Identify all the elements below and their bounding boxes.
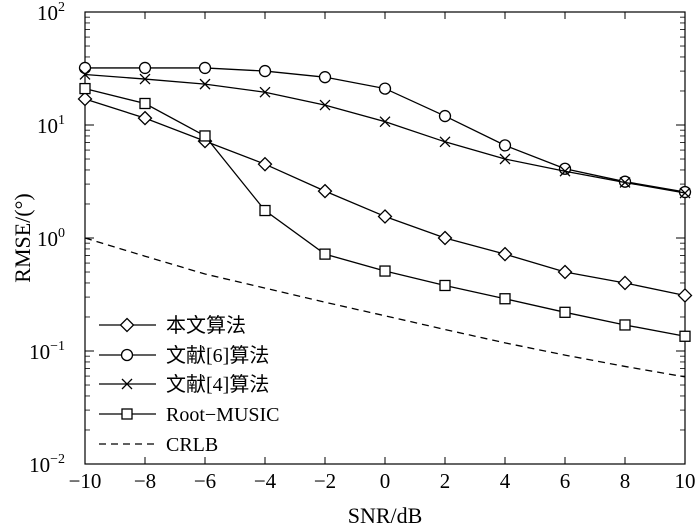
- series: [78, 61, 692, 199]
- diamond-marker: [497, 246, 513, 262]
- circle-marker: [258, 64, 272, 78]
- x-marker: [679, 187, 691, 199]
- square-marker: [139, 97, 151, 110]
- legend-entry: Root−MUSIC: [99, 404, 280, 426]
- square-marker: [79, 82, 91, 95]
- x-marker: [379, 116, 391, 128]
- diamond-marker: [77, 91, 93, 107]
- y-tick-label: 10−1: [29, 339, 65, 364]
- y-tick-label: 100: [37, 226, 65, 251]
- x-marker: [199, 78, 211, 90]
- x-marker: [319, 99, 331, 111]
- legend-entry: CRLB: [99, 434, 218, 456]
- diamond-marker: [557, 264, 573, 280]
- circle-marker: [120, 348, 134, 362]
- diamond-marker: [377, 209, 393, 224]
- circle-marker: [558, 162, 572, 175]
- y-tick-label: 102: [37, 0, 65, 25]
- plot-frame: [84, 11, 686, 465]
- square-marker: [499, 293, 511, 305]
- x-tick-label: 10: [675, 469, 696, 493]
- x-marker-stroke: [259, 86, 271, 98]
- x-marker: [259, 86, 271, 98]
- x-marker-stroke: [619, 177, 631, 188]
- x-marker-stroke: [559, 165, 571, 177]
- diamond-marker: [677, 288, 693, 303]
- circle-marker: [198, 61, 212, 75]
- x-tick-label: 0: [380, 469, 391, 493]
- x-tick-label: −2: [314, 469, 336, 493]
- x-tick-label: −8: [134, 469, 156, 493]
- x-marker-stroke: [79, 69, 91, 80]
- series-layer: [77, 61, 693, 378]
- x-marker-stroke: [499, 153, 511, 165]
- x-marker-stroke: [379, 116, 391, 128]
- series: [77, 91, 693, 303]
- circle-marker: [438, 109, 452, 123]
- x-marker: [559, 165, 571, 177]
- square-marker: [439, 279, 451, 292]
- y-tick-label: 10−2: [29, 452, 65, 477]
- x-marker-stroke: [139, 73, 151, 85]
- circle-marker: [318, 71, 332, 84]
- legend-label: CRLB: [166, 434, 218, 456]
- circle-marker: [378, 82, 392, 95]
- y-tick-label: 101: [37, 113, 65, 138]
- x-marker-stroke: [439, 136, 451, 148]
- x-tick-label: 6: [560, 469, 571, 493]
- square-marker: [619, 319, 631, 331]
- legend-label: 文献[6]算法: [166, 344, 269, 367]
- legend-label: 文献[4]算法: [166, 373, 269, 396]
- x-marker: [439, 136, 451, 148]
- legend-label: 本文算法: [166, 314, 246, 337]
- y-tick-labels: 10−2 10−1 100 101 102: [29, 0, 65, 477]
- legend-entry: 本文算法: [99, 314, 246, 337]
- series: [79, 69, 691, 199]
- x-marker: [121, 378, 133, 390]
- diamond-marker: [257, 156, 273, 172]
- x-marker: [619, 177, 631, 188]
- x-tick-labels: −10 −8 −6 −4 −2 0 2 4 6 8 10: [69, 469, 696, 493]
- x-marker-stroke: [319, 99, 331, 111]
- square-marker: [199, 130, 211, 142]
- x-marker-stroke: [199, 78, 211, 90]
- square-marker: [259, 204, 271, 217]
- x-tick-label: 4: [500, 469, 511, 493]
- diamond-marker: [137, 110, 153, 126]
- diamond-marker: [617, 275, 633, 291]
- circle-marker: [498, 139, 512, 152]
- x-marker-stroke: [121, 378, 133, 390]
- square-marker: [679, 330, 691, 342]
- legend-label: Root−MUSIC: [166, 404, 280, 426]
- x-tick-label: 2: [440, 469, 451, 493]
- x-tick-label: −6: [194, 469, 216, 493]
- x-marker: [139, 73, 151, 85]
- series: [79, 82, 691, 342]
- circle-marker: [138, 61, 152, 75]
- axis-ticks: [84, 11, 686, 465]
- diamond-marker: [317, 183, 333, 199]
- x-marker-stroke: [679, 187, 691, 199]
- square-marker: [121, 408, 133, 420]
- square-marker: [379, 265, 391, 277]
- x-tick-label: 8: [620, 469, 631, 493]
- x-marker: [79, 69, 91, 80]
- square-marker: [319, 248, 331, 260]
- x-tick-label: −4: [254, 469, 277, 493]
- x-axis-label: SNR/dB: [348, 503, 423, 528]
- diamond-marker: [119, 317, 135, 333]
- legend-entry: 文献[4]算法: [99, 373, 269, 396]
- square-marker: [559, 306, 571, 318]
- x-marker: [499, 153, 511, 165]
- legend-entry: 文献[6]算法: [99, 344, 269, 367]
- y-axis-label: RMSE/(°): [10, 193, 35, 282]
- diamond-marker: [437, 230, 453, 246]
- circle-marker: [78, 61, 92, 75]
- x-tick-label: −10: [69, 469, 102, 493]
